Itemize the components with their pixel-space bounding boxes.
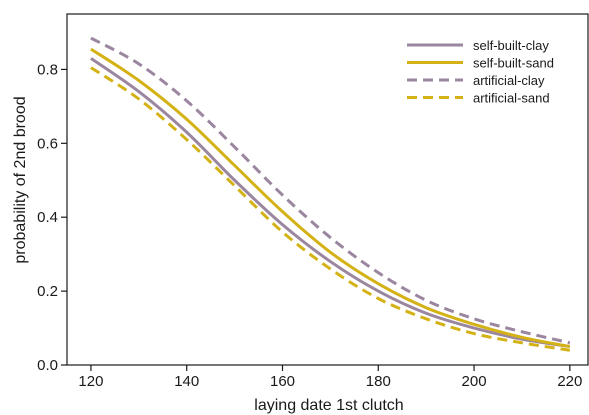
y-tick-label: 0.4: [37, 209, 58, 226]
series-line-self-built-sand: [90, 47, 571, 349]
legend-label-artificial-clay: artificial-clay: [473, 73, 545, 88]
legend-label-self-built-sand: self-built-sand: [473, 56, 554, 71]
legend-label-self-built-clay: self-built-clay: [473, 38, 549, 53]
plot-area: 120 140 160 180 200 220 0.0 0.2 0.4 0.6 0.8 self-bu…: [37, 13, 589, 390]
series-line-self-built-clay: [90, 57, 571, 349]
y-axis-label: probability of 2nd brood: [12, 96, 29, 263]
x-tick-label: 140: [174, 373, 199, 390]
plot-frame: [66, 13, 589, 366]
x-tick-label: 200: [462, 373, 487, 390]
x-tick-label: 120: [78, 373, 103, 390]
legend-label-artificial-sand: artificial-sand: [473, 91, 550, 106]
x-tick-label: 180: [366, 373, 391, 390]
y-tick-label: 0.2: [37, 283, 58, 300]
y-tick-label: 0.0: [37, 357, 58, 374]
x-tick-label: 160: [270, 373, 295, 390]
y-tick-label: 0.8: [37, 61, 58, 78]
x-axis-label: laying date 1st clutch: [254, 397, 403, 414]
series-line-artificial-sand: [90, 66, 571, 352]
x-tick-label: 220: [557, 373, 582, 390]
y-tick-label: 0.6: [37, 135, 58, 152]
series-line-artificial-clay: [90, 36, 571, 345]
